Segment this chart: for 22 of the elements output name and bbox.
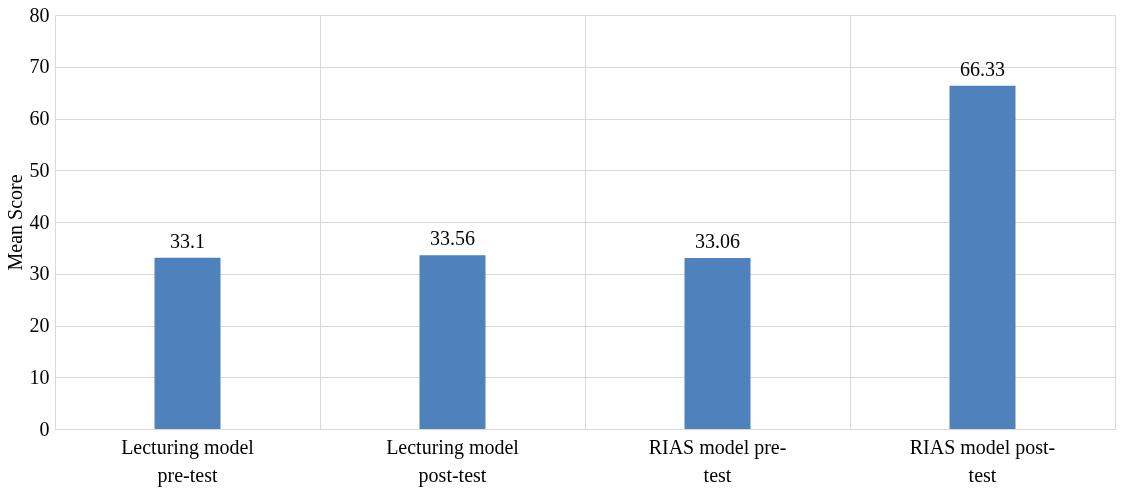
y-tick-label: 50 — [29, 158, 50, 181]
x-tick-label: RIAS model pre-test — [648, 435, 787, 486]
y-tick-label: 80 — [29, 3, 50, 26]
data-label: 33.06 — [695, 229, 740, 252]
bar — [419, 255, 486, 429]
y-tick-label: 70 — [29, 55, 50, 78]
bar — [684, 257, 751, 429]
x-tick-label: Lecturing model pre-test — [121, 435, 255, 487]
bar — [154, 257, 221, 429]
y-tick-label: 30 — [29, 262, 50, 285]
y-tick-label: 40 — [29, 210, 50, 233]
bar — [949, 85, 1016, 429]
y-tick-label: 10 — [29, 365, 50, 388]
data-label: 33.56 — [430, 227, 475, 250]
y-axis-title: Mean Score — [3, 174, 26, 271]
x-tick-label: RIAS model post-test — [909, 435, 1056, 486]
data-label: 66.33 — [960, 57, 1005, 80]
y-tick-label: 60 — [29, 107, 50, 129]
y-tick-label: 20 — [29, 314, 50, 336]
y-tick-label: 0 — [39, 417, 50, 440]
data-label: 33.1 — [170, 229, 205, 252]
x-tick-label: Lecturing model post-test — [386, 435, 520, 487]
